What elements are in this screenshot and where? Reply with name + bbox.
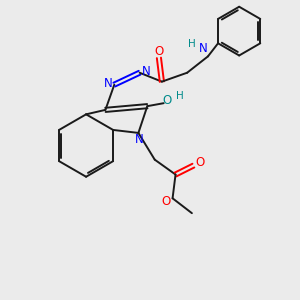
- Text: H: H: [176, 91, 184, 101]
- Text: O: O: [162, 94, 172, 107]
- Text: O: O: [161, 195, 171, 208]
- Text: N: N: [135, 133, 143, 146]
- Text: N: N: [199, 42, 208, 56]
- Text: O: O: [195, 156, 205, 169]
- Text: N: N: [103, 76, 112, 90]
- Text: O: O: [154, 45, 164, 58]
- Text: N: N: [142, 65, 151, 78]
- Text: H: H: [188, 39, 196, 49]
